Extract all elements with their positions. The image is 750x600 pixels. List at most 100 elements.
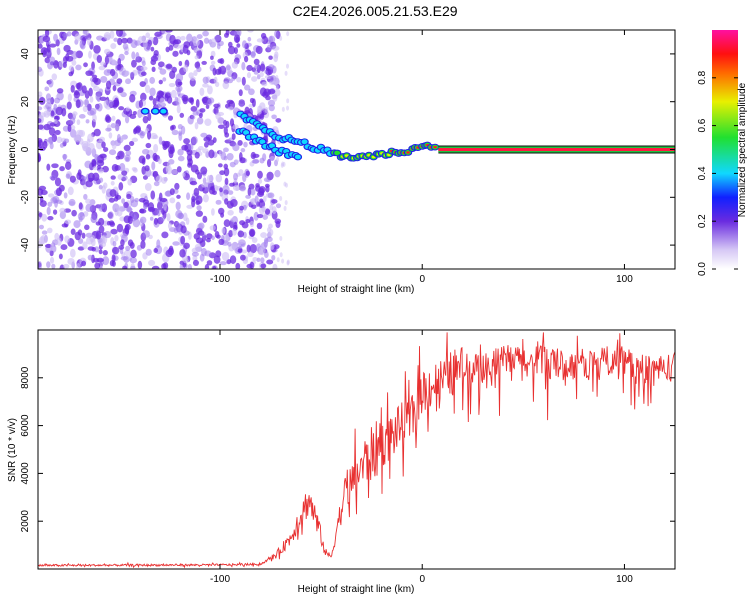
- noise-blob: [243, 141, 248, 148]
- noise-blob: [249, 261, 255, 269]
- noise-blob: [165, 30, 173, 33]
- noise-blob: [271, 254, 276, 261]
- noise-blob: [258, 246, 266, 256]
- noise-blob: [271, 199, 278, 204]
- noise-blob: [250, 204, 257, 210]
- noise-blob: [53, 97, 61, 104]
- noise-blob: [129, 257, 137, 264]
- noise-blob: [38, 118, 42, 124]
- snr-x-ticks: -100 0 100: [210, 330, 633, 585]
- noise-blob: [218, 207, 225, 215]
- noise-blob: [118, 106, 125, 111]
- noise-blob: [158, 136, 163, 145]
- noise-blob: [224, 198, 229, 205]
- noise-blob: [142, 115, 149, 124]
- noise-blob: [165, 46, 170, 53]
- noise-blob: [246, 244, 251, 253]
- noise-blob: [183, 64, 189, 73]
- noise-blob: [165, 165, 170, 172]
- noise-blob: [215, 199, 222, 205]
- noise-blob: [76, 119, 81, 126]
- steady-line-core: [438, 148, 675, 151]
- noise-blob: [226, 64, 231, 71]
- noise-blob: [161, 231, 169, 239]
- noise-blob: [196, 117, 204, 125]
- noise-blob: [142, 40, 148, 49]
- noise-blob: [68, 198, 76, 207]
- noise-blob: [88, 50, 92, 59]
- noise-blob: [217, 163, 223, 168]
- noise-blob: [66, 55, 74, 62]
- noise-blob: [167, 115, 174, 121]
- noise-blob: [124, 70, 130, 76]
- noise-blob: [55, 187, 62, 197]
- noise-blob: [96, 155, 105, 164]
- noise-blob: [268, 223, 273, 229]
- noise-blob: [46, 206, 51, 216]
- noise-blob: [229, 182, 235, 187]
- noise-blob: [170, 89, 177, 99]
- noise-blob: [110, 58, 116, 64]
- spectrogram-x-ticks: -100 0 100: [210, 30, 633, 285]
- noise-blob: [153, 143, 159, 153]
- noise-blob: [249, 229, 255, 237]
- noise-blob: [108, 211, 114, 220]
- noise-blob: [186, 192, 191, 201]
- noise-blob: [84, 160, 92, 169]
- noise-blob: [165, 63, 173, 70]
- noise-blob: [112, 85, 117, 92]
- noise-blob: [169, 188, 175, 196]
- noise-blob: [103, 147, 109, 152]
- noise-blob: [151, 66, 156, 73]
- noise-blob: [267, 64, 275, 70]
- noise-blob: [63, 208, 72, 213]
- noise-blob: [191, 251, 199, 257]
- noise-blob: [176, 194, 181, 199]
- noise-blob: [132, 110, 137, 115]
- colorbar-ticks: 0.0 0.2 0.4 0.6 0.8: [697, 70, 738, 276]
- noise-blob: [264, 208, 271, 215]
- noise-blob: [231, 61, 238, 69]
- noise-blob: [68, 71, 74, 77]
- noise-blob: [119, 163, 126, 172]
- noise-blob: [97, 203, 105, 210]
- spectrogram-marks: [38, 30, 675, 269]
- noise-blob: [82, 241, 88, 250]
- noise-blob: [171, 124, 176, 130]
- noise-blob: [189, 76, 196, 81]
- noise-blob: [56, 136, 63, 144]
- noise-blob: [166, 213, 171, 222]
- noise-blob: [93, 45, 101, 54]
- noise-blob: [110, 42, 117, 50]
- noise-blob: [219, 261, 227, 266]
- noise-blob: [64, 219, 72, 225]
- noise-blob: [117, 37, 123, 46]
- noise-blob: [78, 114, 86, 119]
- noise-blob: [162, 143, 168, 151]
- noise-blob: [131, 59, 137, 68]
- noise-blob: [152, 97, 157, 106]
- noise-blob: [213, 76, 218, 84]
- noise-blob: [38, 106, 43, 111]
- noise-blob: [53, 103, 58, 111]
- noise-blob: [238, 99, 245, 108]
- noise-blob: [223, 163, 229, 170]
- noise-blob: [91, 246, 96, 252]
- noise-blob: [85, 119, 90, 124]
- noise-blob: [125, 245, 131, 252]
- noise-blob: [227, 45, 236, 55]
- noise-blob: [217, 116, 224, 124]
- noise-blob: [96, 165, 101, 170]
- noise-blob: [231, 76, 236, 81]
- noise-blob: [226, 152, 234, 161]
- noise-blob: [138, 197, 146, 203]
- noise-blob: [256, 222, 263, 230]
- noise-blob: [208, 149, 215, 159]
- noise-blob: [116, 133, 121, 143]
- noise-blob: [68, 65, 75, 72]
- x-tick-label: -100: [210, 574, 230, 585]
- noise-blob: [210, 55, 214, 60]
- noise-blob: [61, 223, 68, 228]
- noise-blob: [67, 93, 72, 102]
